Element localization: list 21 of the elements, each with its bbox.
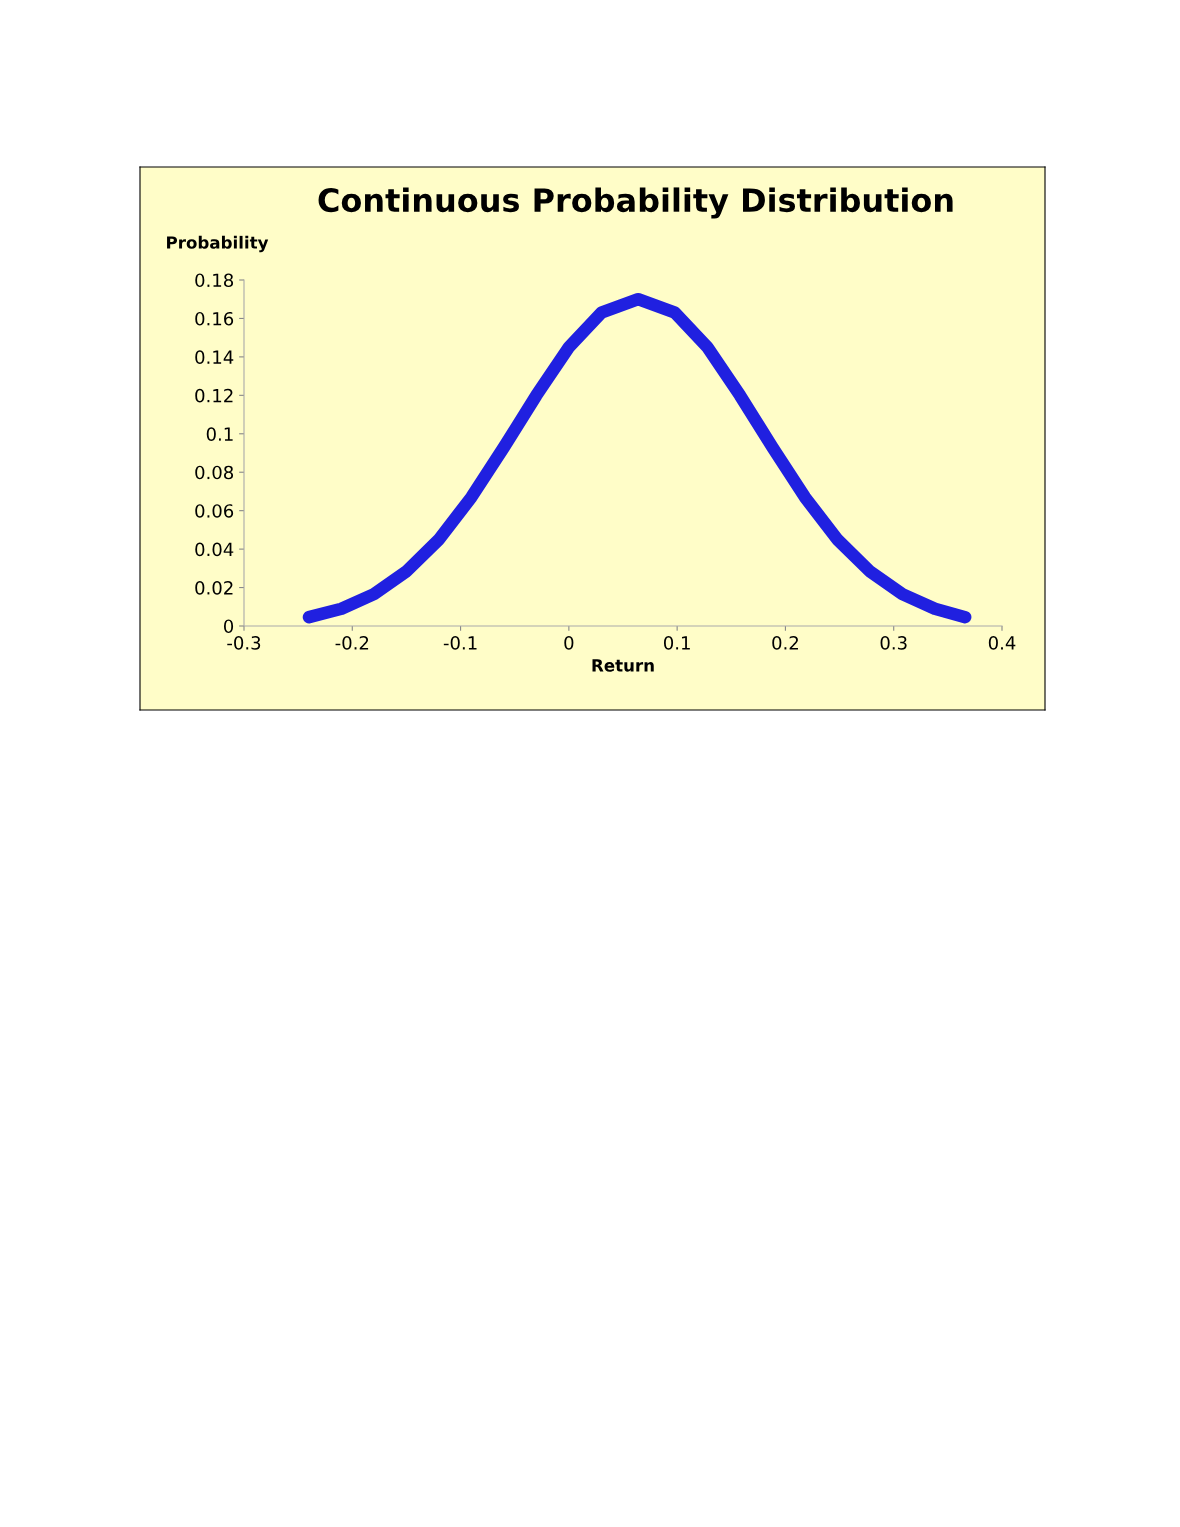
y-axis-title: Probability bbox=[167, 235, 269, 253]
y-tick-label: 0.08 bbox=[195, 465, 234, 480]
y-tick-label: 0.12 bbox=[195, 388, 233, 403]
y-tick-label: 0.06 bbox=[195, 504, 234, 518]
y-tick-label: 0.16 bbox=[195, 311, 234, 326]
x-tick-label: 0.2 bbox=[772, 636, 798, 650]
chart-title: Continuous Probability Distribution bbox=[318, 187, 953, 219]
y-tick-label: 0 bbox=[223, 619, 234, 634]
x-tick-label: 0 bbox=[564, 636, 574, 650]
x-tick-label: 0.3 bbox=[880, 636, 907, 650]
y-tick-label: 0.18 bbox=[195, 273, 234, 288]
x-tick-label: 0.1 bbox=[663, 636, 690, 650]
x-tick-label: -0.3 bbox=[227, 636, 261, 650]
x-axis-title: Return bbox=[592, 659, 654, 672]
y-tick-label: 0.02 bbox=[195, 581, 233, 595]
x-tick-label: -0.2 bbox=[335, 636, 369, 650]
x-tick-label: 0.4 bbox=[988, 636, 1016, 650]
y-tick-label: 0.1 bbox=[206, 427, 233, 441]
y-tick-label: 0.14 bbox=[195, 350, 234, 365]
x-tick-label: -0.1 bbox=[443, 636, 477, 650]
y-tick-label: 0.04 bbox=[195, 542, 234, 557]
